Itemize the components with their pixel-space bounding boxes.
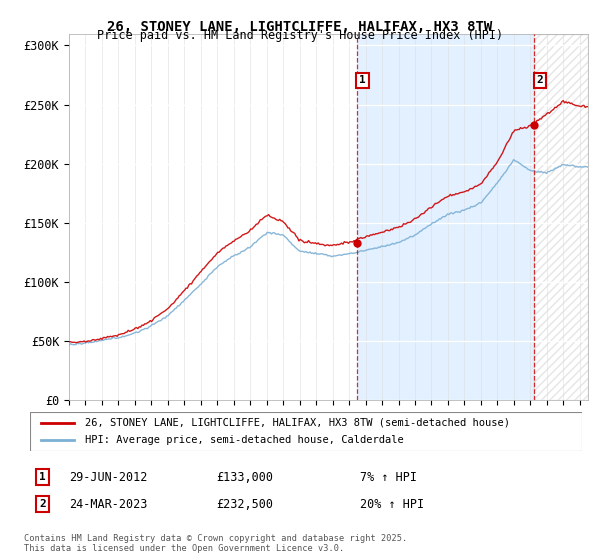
Text: 29-JUN-2012: 29-JUN-2012 <box>69 470 148 484</box>
Text: £133,000: £133,000 <box>216 470 273 484</box>
Text: 2: 2 <box>536 75 543 85</box>
Bar <box>534 34 588 400</box>
Text: 24-MAR-2023: 24-MAR-2023 <box>69 497 148 511</box>
Text: 20% ↑ HPI: 20% ↑ HPI <box>360 497 424 511</box>
Text: £232,500: £232,500 <box>216 497 273 511</box>
Text: 1: 1 <box>39 472 46 482</box>
Bar <box>534 34 588 400</box>
Text: HPI: Average price, semi-detached house, Calderdale: HPI: Average price, semi-detached house,… <box>85 435 404 445</box>
Text: 7% ↑ HPI: 7% ↑ HPI <box>360 470 417 484</box>
Text: Price paid vs. HM Land Registry's House Price Index (HPI): Price paid vs. HM Land Registry's House … <box>97 29 503 42</box>
Bar <box>358 34 534 400</box>
Text: 26, STONEY LANE, LIGHTCLIFFE, HALIFAX, HX3 8TW (semi-detached house): 26, STONEY LANE, LIGHTCLIFFE, HALIFAX, H… <box>85 418 510 428</box>
Text: 1: 1 <box>359 75 366 85</box>
Text: 2: 2 <box>39 499 46 509</box>
Text: 26, STONEY LANE, LIGHTCLIFFE, HALIFAX, HX3 8TW: 26, STONEY LANE, LIGHTCLIFFE, HALIFAX, H… <box>107 20 493 34</box>
Text: Contains HM Land Registry data © Crown copyright and database right 2025.
This d: Contains HM Land Registry data © Crown c… <box>24 534 407 553</box>
